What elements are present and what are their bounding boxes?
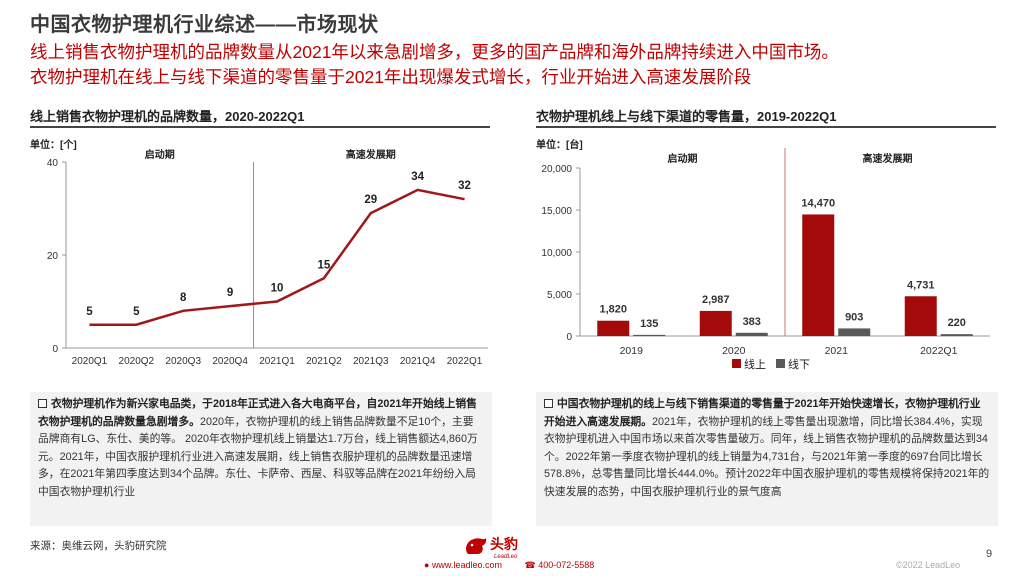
bar-chart-title-rule bbox=[536, 126, 996, 128]
left-note-bold: 衣物护理机作为新兴家电品类，于2018年正式进入各大电商平台，自2021年开始线… bbox=[38, 398, 477, 428]
x-tick-label: 2021 bbox=[825, 345, 849, 357]
source-note: 来源：奥维云网，头豹研究院 bbox=[30, 540, 167, 552]
data-label: 5 bbox=[133, 306, 140, 318]
x-tick-label: 2020 bbox=[722, 345, 746, 357]
x-tick-label: 2022Q1 bbox=[447, 356, 483, 367]
data-label: 34 bbox=[411, 171, 424, 183]
phase-label: 启动期 bbox=[145, 148, 175, 161]
bar-online bbox=[699, 310, 732, 336]
subtitle-line-2: 衣物护理机在线上与线下渠道的零售量于2021年出现爆发式增长，行业开始进入高速发… bbox=[30, 67, 752, 87]
bar-offline bbox=[940, 334, 973, 336]
legend-swatch-offline bbox=[776, 359, 785, 368]
data-label: 8 bbox=[180, 292, 187, 304]
x-tick-label: 2020Q3 bbox=[165, 356, 201, 367]
checkbox-bullet-icon bbox=[544, 399, 553, 408]
left-note-box: 衣物护理机作为新兴家电品类，于2018年正式进入各大电商平台，自2021年开始线… bbox=[30, 392, 492, 526]
bar-offline bbox=[838, 328, 871, 336]
x-tick-label: 2022Q1 bbox=[920, 345, 958, 357]
page-title: 中国衣物护理机行业综述——市场现状 bbox=[30, 14, 379, 36]
bar-chart-title: 衣物护理机线上与线下渠道的零售量，2019-2022Q1 bbox=[536, 109, 837, 124]
checkbox-bullet-icon bbox=[38, 399, 47, 408]
y-tick-label: 20,000 bbox=[541, 164, 572, 175]
series-line-brand-count bbox=[89, 188, 465, 326]
data-label: 2,987 bbox=[702, 294, 730, 306]
page-number: 9 bbox=[986, 548, 993, 560]
y-tick-label: 5,000 bbox=[547, 290, 572, 301]
bar-online bbox=[597, 320, 630, 336]
right-note-box: 中国衣物护理机的线上与线下销售渠道的零售量于2021年开始快速增长，衣物护理机行… bbox=[536, 392, 998, 526]
data-label: 1,820 bbox=[599, 304, 627, 316]
x-tick-label: 2021Q3 bbox=[353, 356, 389, 367]
data-label: 220 bbox=[948, 317, 966, 329]
y-tick-label: 20 bbox=[47, 251, 59, 262]
phase-label: 启动期 bbox=[668, 152, 698, 165]
right-note-text: 2021年，衣物护理机的线上零售量出现激增，同比增长384.4%，实现衣物护理机… bbox=[544, 415, 990, 498]
logo-subtext: LeadLeo bbox=[494, 554, 518, 560]
phase-label: 高速发展期 bbox=[863, 152, 913, 165]
data-label: 383 bbox=[743, 316, 761, 328]
phase-label: 高速发展期 bbox=[346, 148, 396, 161]
x-tick-label: 2020Q2 bbox=[119, 356, 155, 367]
y-tick-label: 40 bbox=[47, 158, 59, 169]
data-label: 10 bbox=[271, 283, 284, 295]
data-label: 9 bbox=[227, 287, 233, 299]
right-note-bold: 中国衣物护理机的线上与线下销售渠道的零售量于2021年开始快速增长，衣物护理机行… bbox=[544, 398, 981, 428]
x-tick-label: 2021Q1 bbox=[259, 356, 295, 367]
line-chart: 单位：[个] 0 20 40 2020Q1 2020Q2 2020Q3 2020Q4 2021Q… bbox=[30, 138, 488, 367]
phone-number: ☎ 400-072-5588 bbox=[524, 560, 595, 570]
unit-label: 单位：[台] bbox=[536, 138, 583, 151]
legend-label: 线下 bbox=[788, 357, 810, 371]
legend-label: 线上 bbox=[744, 357, 766, 371]
data-label: 14,470 bbox=[801, 197, 835, 209]
bar-chart: 单位：[台] 0 5,000 10,000 15,000 20,000 启动期 高速发展期 1,… bbox=[536, 138, 990, 371]
data-label: 135 bbox=[640, 318, 658, 330]
page-subtitle: 线上销售衣物护理机的品牌数量从2021年以来急剧增多，更多的国产品牌和海外品牌持… bbox=[30, 40, 1010, 90]
y-tick-label: 0 bbox=[52, 344, 58, 355]
y-tick-label: 15,000 bbox=[541, 206, 572, 217]
data-label: 32 bbox=[458, 180, 471, 192]
copyright: ©2022 LeadLeo bbox=[896, 560, 961, 570]
x-tick-label: 2021Q2 bbox=[306, 356, 342, 367]
x-tick-label: 2019 bbox=[620, 345, 644, 357]
bar-offline bbox=[735, 332, 768, 336]
y-tick-label: 10,000 bbox=[541, 248, 572, 259]
left-note-text: 2020年，衣物护理机的线上销售品牌数量不足10个，主要品牌商有LG、东仕、美的… bbox=[38, 415, 478, 498]
data-label: 15 bbox=[317, 259, 330, 271]
bar-online bbox=[802, 214, 835, 336]
footer-contact: ● www.leadleo.com ☎ 400-072-5588 bbox=[424, 560, 614, 571]
bar-offline bbox=[633, 334, 666, 336]
logo-text: 头豹 bbox=[490, 536, 518, 552]
line-chart-title: 线上销售衣物护理机的品牌数量，2020-2022Q1 bbox=[30, 109, 305, 124]
unit-label: 单位：[个] bbox=[30, 138, 77, 151]
leadleo-logo: 头豹 LeadLeo bbox=[466, 536, 518, 560]
data-label: 903 bbox=[845, 311, 863, 323]
x-tick-label: 2021Q4 bbox=[400, 356, 436, 367]
data-label: 29 bbox=[364, 194, 377, 206]
subtitle-line-1: 线上销售衣物护理机的品牌数量从2021年以来急剧增多，更多的国产品牌和海外品牌持… bbox=[30, 42, 839, 62]
x-tick-label: 2020Q1 bbox=[72, 356, 108, 367]
legend-swatch-online bbox=[732, 359, 741, 368]
data-label: 4,731 bbox=[907, 279, 935, 291]
line-chart-title-rule bbox=[30, 126, 490, 128]
bar-online bbox=[904, 296, 937, 336]
x-tick-label: 2020Q4 bbox=[212, 356, 248, 367]
y-tick-label: 0 bbox=[566, 332, 572, 343]
website-link[interactable]: ● www.leadleo.com bbox=[424, 560, 502, 570]
data-label: 5 bbox=[86, 306, 93, 318]
